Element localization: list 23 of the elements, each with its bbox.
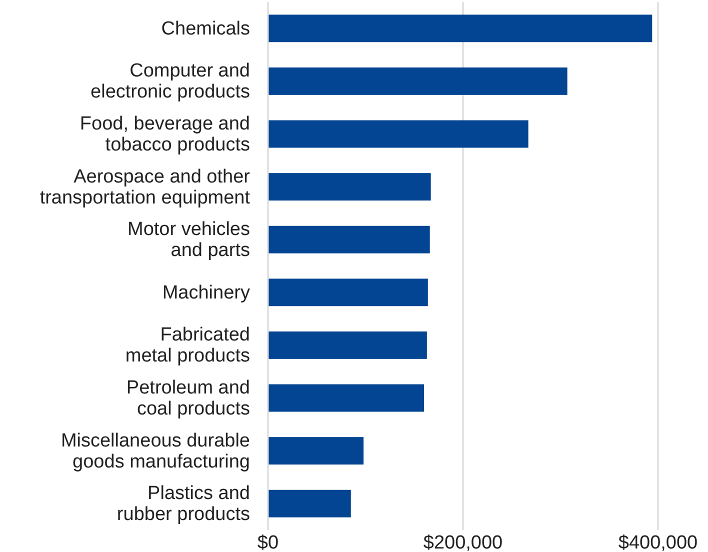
bar — [268, 437, 364, 465]
y-tick-label: Fabricated metal products — [125, 324, 250, 366]
y-tick-label: Motor vehicles and parts — [128, 218, 250, 261]
y-tick-label: Computer and electronic products — [90, 60, 250, 102]
x-tick-label: $200,000 — [423, 532, 503, 552]
bar — [268, 226, 430, 254]
bar — [268, 67, 568, 95]
y-tick-label: Chemicals — [161, 18, 250, 39]
bar — [268, 173, 431, 201]
y-tick-label: Machinery — [162, 282, 250, 303]
bar — [268, 120, 528, 148]
x-tick-label: $400,000 — [618, 532, 698, 552]
y-tick-label: Petroleum and coal products — [126, 377, 250, 419]
bar — [268, 278, 428, 306]
y-tick-label: Plastics and rubber products — [116, 482, 250, 525]
bar — [268, 331, 427, 359]
bar — [268, 14, 652, 42]
y-tick-label: Miscellaneous durable goods manufacturing — [60, 430, 250, 472]
bar — [268, 490, 351, 518]
y-tick-label: Food, beverage and tobacco products — [80, 113, 250, 155]
y-tick-label: Aerospace and other transportation equipment — [40, 166, 251, 208]
bar — [268, 384, 424, 412]
x-tick-label: $0 — [257, 532, 279, 552]
